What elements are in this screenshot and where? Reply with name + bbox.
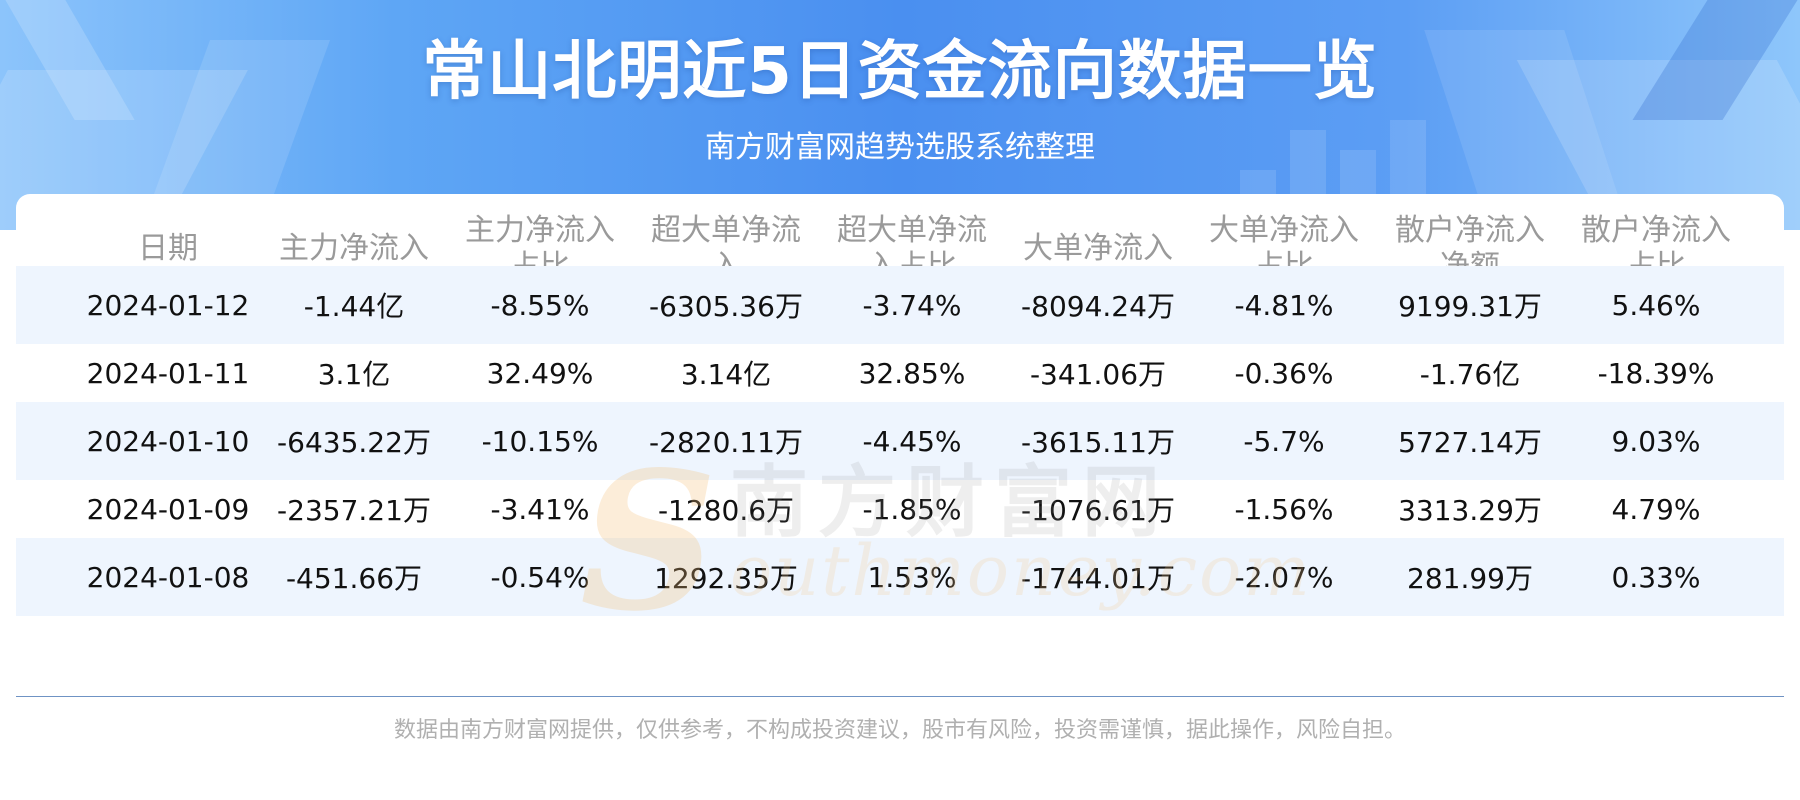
table-cell: -341.06万: [1029, 358, 1167, 391]
header-banner: [0, 0, 1800, 230]
table-cell: -18.39%: [1597, 356, 1715, 390]
table-cell: -10.15%: [481, 424, 599, 458]
table-cell: -5.7%: [1243, 424, 1325, 458]
table-cell: -1.56%: [1234, 492, 1334, 526]
table-cell: -3615.11万: [1021, 426, 1175, 459]
table-cell: -1.85%: [862, 492, 962, 526]
table-cell: -0.36%: [1234, 356, 1334, 390]
disclaimer-text: 数据由南方财富网提供，仅供参考，不构成投资建议，股市有风险，投资需谨慎，据此操作…: [393, 718, 1406, 743]
table-cell: -1.44亿: [303, 290, 405, 323]
table-cell: 3313.29万: [1398, 494, 1542, 527]
table-cell: 3.1亿: [317, 358, 391, 391]
table-row: 2024-01-08 -451.66万 -0.54% 1292.35万 1.53% -17…: [16, 538, 1784, 616]
page-subtitle: 南方财富网趋势选股系统整理: [705, 130, 1095, 165]
table-cell: -2.07%: [1234, 560, 1334, 594]
column-header: 大单净流入: [1023, 231, 1173, 266]
column-header: 日期: [138, 231, 198, 266]
table-cell: -1280.6万: [657, 494, 795, 527]
table-cell: 2024-01-12: [86, 288, 250, 322]
table-cell: -6435.22万: [277, 426, 431, 459]
table-cell: 4.79%: [1611, 492, 1701, 526]
table-cell: -6305.36万: [649, 290, 803, 323]
table-cell: 32.49%: [486, 356, 594, 390]
page-title: 常山北明近5日资金流向数据一览: [422, 35, 1378, 109]
table-cell: 3.14亿: [680, 358, 772, 391]
table-cell: -1076.61万: [1021, 494, 1175, 527]
table-cell: -0.54%: [490, 560, 590, 594]
table-cell: 9.03%: [1611, 424, 1701, 458]
table-cell: 281.99万: [1407, 562, 1533, 595]
table-cell: 5727.14万: [1398, 426, 1542, 459]
data-table: 日期主力净流入主力净流入占比超大单净流入超大单净流入占比大单净流入大单净流入占比…: [16, 194, 1784, 697]
table-cell: -3.41%: [490, 492, 590, 526]
table-cell: -3.74%: [862, 288, 962, 322]
table-cell: -4.45%: [862, 424, 962, 458]
table-cell: -451.66万: [285, 562, 423, 595]
table-cell: 5.46%: [1611, 288, 1701, 322]
table-cell: 2024-01-08: [86, 560, 250, 594]
table-cell: 32.85%: [858, 356, 966, 390]
table-cell: 2024-01-10: [86, 424, 250, 458]
table-cell: -2357.21万: [277, 494, 431, 527]
table-row: 2024-01-12 -1.44亿 -8.55% -6305.36万 -3.74% -80…: [16, 266, 1784, 344]
column-header: 主力净流入: [279, 231, 429, 266]
table-cell: -1744.01万: [1021, 562, 1175, 595]
table-cell: 9199.31万: [1398, 290, 1542, 323]
table-cell: 0.33%: [1611, 560, 1701, 594]
table-cell: -2820.11万: [649, 426, 803, 459]
table-cell: 2024-01-09: [86, 492, 250, 526]
table-cell: -4.81%: [1234, 288, 1334, 322]
table-cell: -8.55%: [490, 288, 590, 322]
table-cell: 1.53%: [867, 560, 957, 594]
table-cell: -8094.24万: [1021, 290, 1175, 323]
table-cell: -1.76亿: [1419, 358, 1521, 391]
table-row: 2024-01-11 3.1亿 32.49% 3.14亿 32.85% -341.06万 -…: [16, 334, 1784, 412]
table-cell: 2024-01-11: [86, 356, 250, 390]
table-cell: 1292.35万: [654, 562, 798, 595]
table-row: 2024-01-10 -6435.22万 -10.15% -2820.11万 -4.45…: [16, 402, 1784, 480]
table-row: 2024-01-09 -2357.21万 -3.41% -1280.6万 -1.85% -…: [16, 470, 1784, 548]
